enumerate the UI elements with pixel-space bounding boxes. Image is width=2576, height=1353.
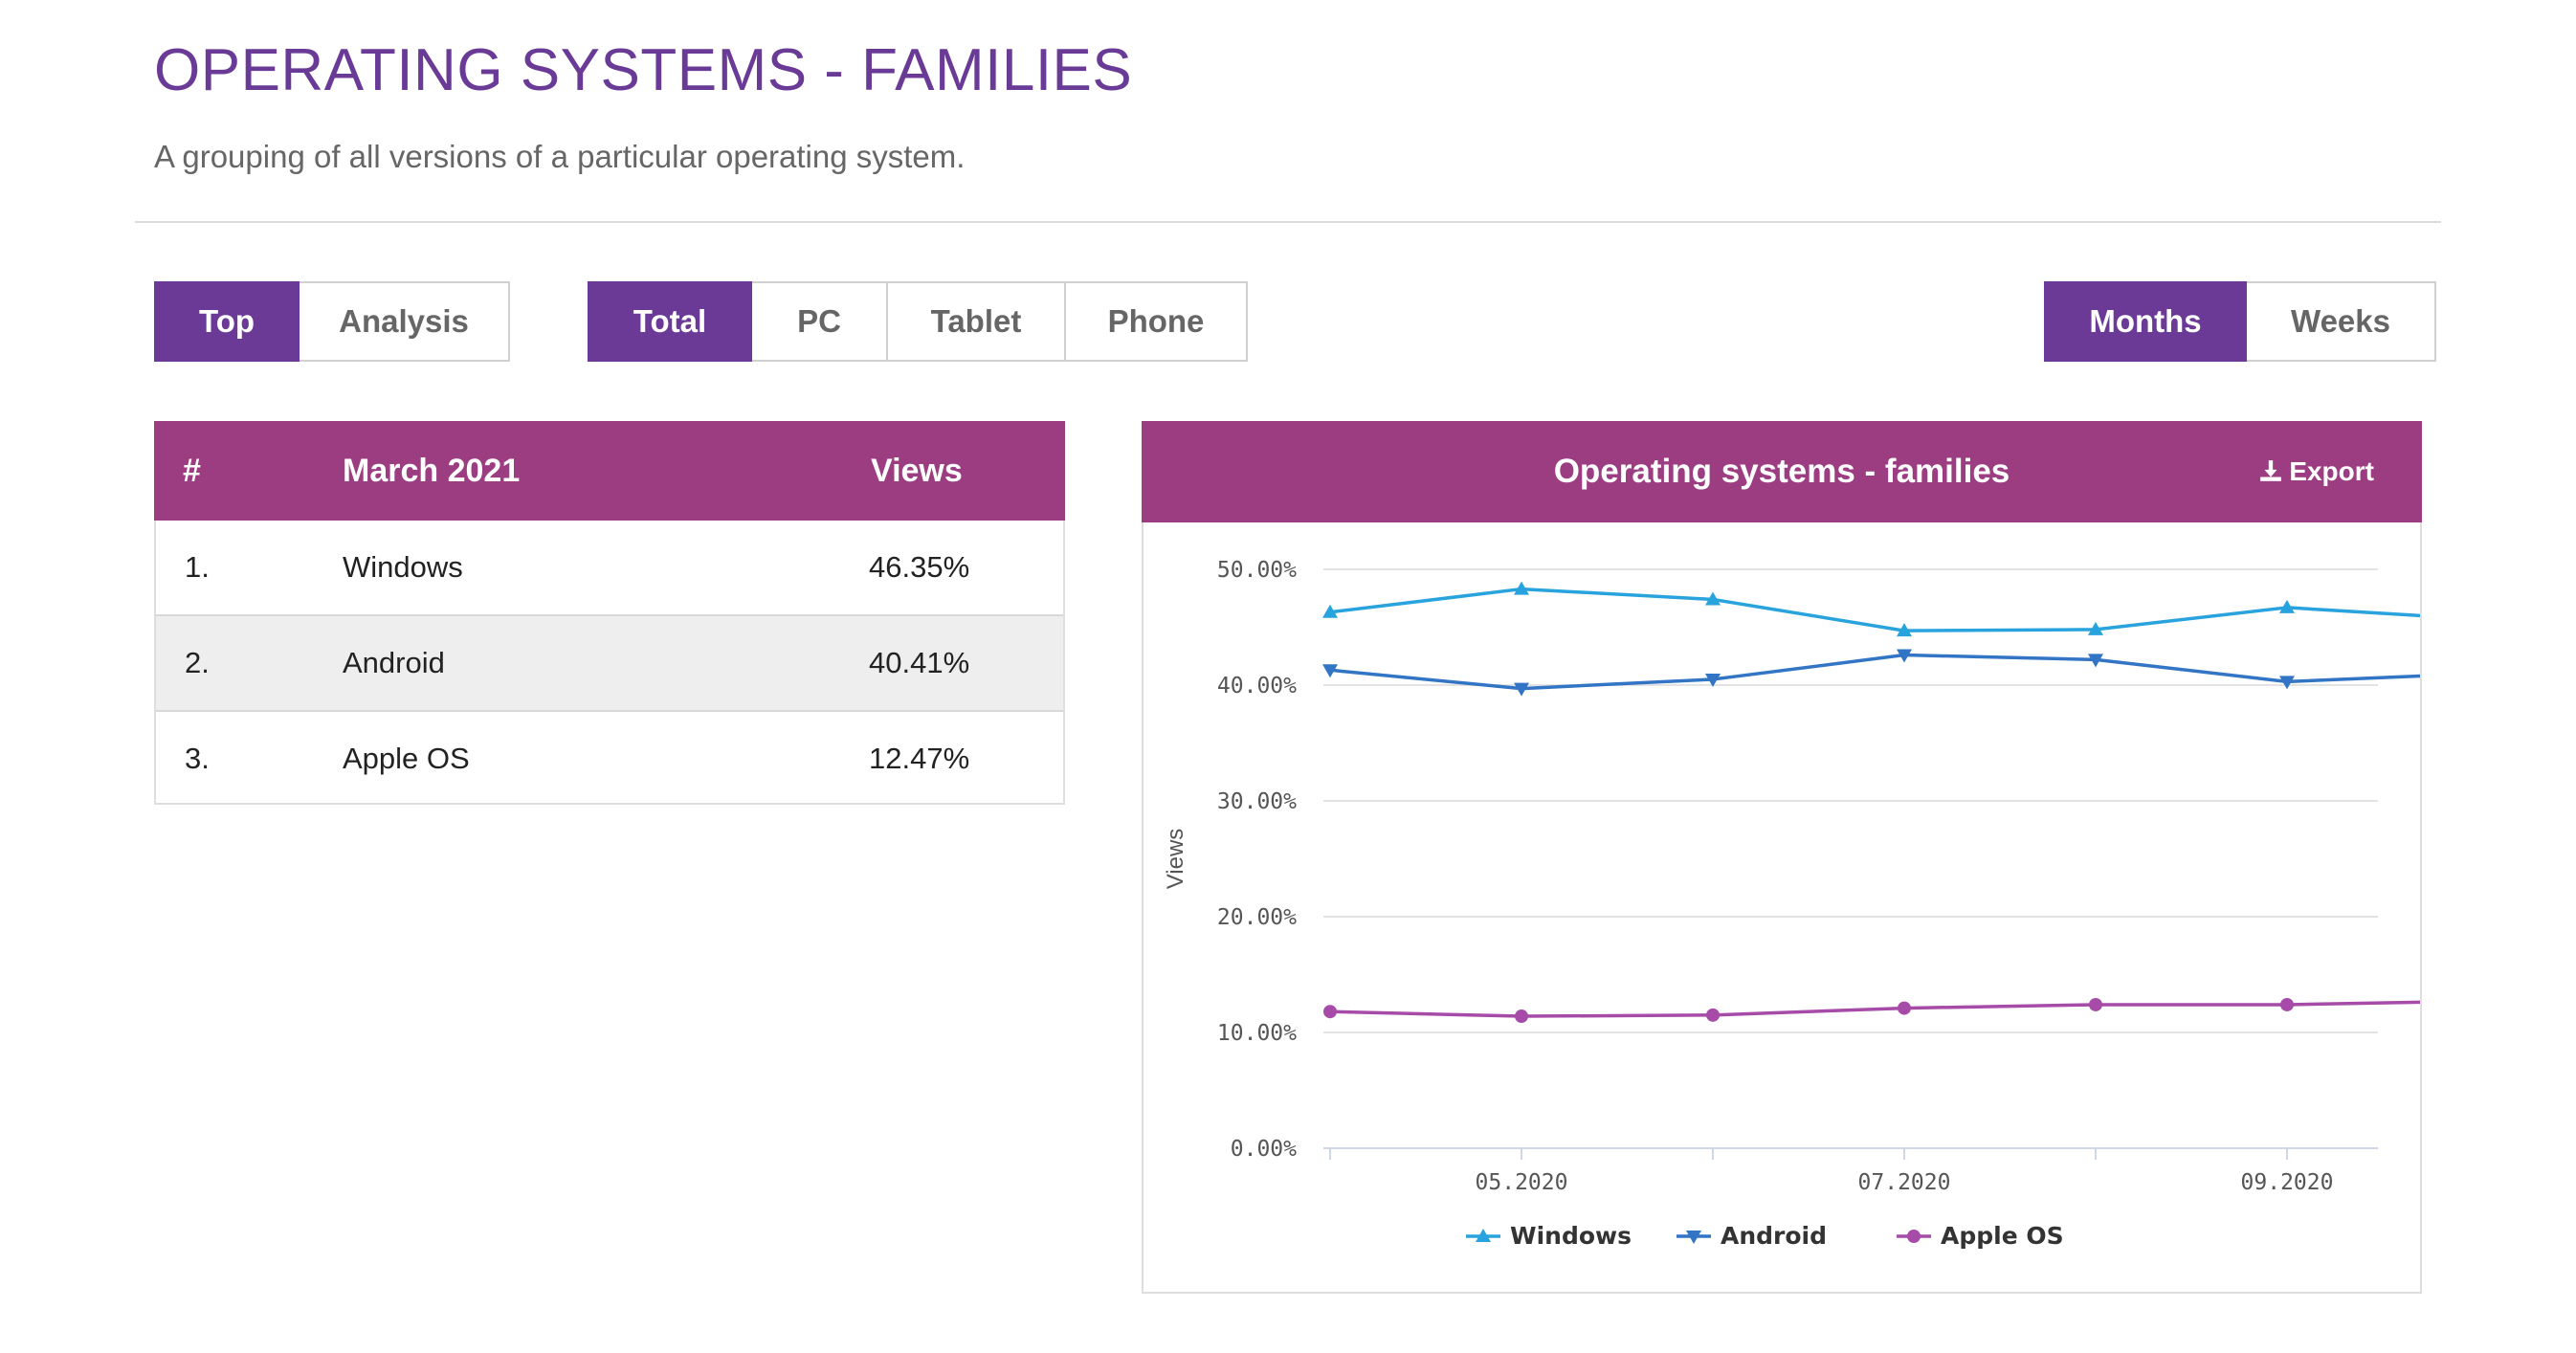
row-views: 46.35% bbox=[869, 550, 970, 584]
data-point-apple-os bbox=[1898, 1001, 1911, 1015]
series-line-windows bbox=[1329, 587, 2420, 632]
x-tick-label: 07.2020 bbox=[1858, 1170, 1951, 1195]
period-toggle: Months Weeks bbox=[2044, 281, 2436, 362]
row-rank: 3. bbox=[185, 742, 210, 775]
y-tick-label: 10.00% bbox=[1217, 1021, 1297, 1046]
data-point-windows bbox=[2279, 599, 2295, 613]
legend-marker-android bbox=[1686, 1231, 1701, 1244]
table-header: # March 2021 Views bbox=[154, 421, 1065, 521]
data-point-windows bbox=[1705, 591, 1721, 606]
data-point-windows bbox=[1514, 581, 1529, 595]
table-row[interactable]: 1. Windows 46.35% bbox=[156, 521, 1063, 616]
data-point-apple-os bbox=[1323, 1005, 1337, 1019]
row-name: Windows bbox=[343, 550, 463, 584]
chart-header: Operating systems - families Export bbox=[1142, 421, 2422, 522]
y-axis-label: Views bbox=[1163, 829, 1188, 890]
export-button[interactable]: Export bbox=[2258, 421, 2374, 522]
row-views: 12.47% bbox=[869, 742, 970, 775]
y-tick-label: 0.00% bbox=[1231, 1137, 1297, 1162]
column-header-views[interactable]: Views bbox=[871, 453, 963, 489]
row-rank: 2. bbox=[185, 646, 210, 679]
row-name: Apple OS bbox=[343, 742, 470, 775]
download-icon bbox=[2260, 460, 2282, 481]
data-point-apple-os bbox=[1706, 1008, 1720, 1022]
data-point-android bbox=[2088, 654, 2103, 668]
device-toggle: Total PC Tablet Phone bbox=[588, 281, 1248, 362]
toggle-phone-button[interactable]: Phone bbox=[1066, 281, 1248, 362]
y-tick-label: 40.00% bbox=[1217, 674, 1297, 699]
toggle-weeks-button[interactable]: Weeks bbox=[2247, 281, 2436, 362]
series-line-apple-os bbox=[1329, 1000, 2420, 1018]
ranking-table: # March 2021 Views 1. Windows 46.35% 2. … bbox=[154, 421, 1065, 805]
row-name: Android bbox=[343, 646, 445, 679]
data-point-android bbox=[1705, 673, 1721, 687]
data-point-apple-os bbox=[1515, 1009, 1528, 1024]
page-title: OPERATING SYSTEMS - FAMILIES bbox=[154, 37, 1133, 103]
legend-marker-apple-os bbox=[1907, 1230, 1921, 1243]
export-label: Export bbox=[2289, 456, 2374, 486]
toggle-total-button[interactable]: Total bbox=[588, 281, 752, 362]
row-rank: 1. bbox=[185, 550, 210, 584]
data-point-windows bbox=[1322, 604, 1338, 618]
legend-marker-windows bbox=[1476, 1229, 1491, 1242]
row-views: 40.41% bbox=[869, 646, 970, 679]
y-tick-label: 20.00% bbox=[1217, 905, 1297, 930]
page-subtitle: A grouping of all versions of a particul… bbox=[154, 139, 966, 174]
toggle-tablet-button[interactable]: Tablet bbox=[888, 281, 1066, 362]
legend-label-windows: Windows bbox=[1510, 1222, 1632, 1250]
series-line-android bbox=[1329, 653, 2420, 691]
data-point-apple-os bbox=[2280, 997, 2294, 1011]
table-row[interactable]: 2. Android 40.41% bbox=[156, 616, 1063, 712]
table-row[interactable]: 3. Apple OS 12.47% bbox=[156, 712, 1063, 806]
x-tick-label: 09.2020 bbox=[2241, 1170, 2334, 1195]
data-point-windows bbox=[1897, 623, 1912, 637]
data-point-android bbox=[1514, 682, 1529, 697]
view-toggle: Top Analysis bbox=[154, 281, 510, 362]
column-header-month[interactable]: March 2021 bbox=[343, 453, 521, 489]
y-tick-label: 30.00% bbox=[1217, 789, 1297, 814]
header-divider bbox=[135, 221, 2441, 223]
toggle-months-button[interactable]: Months bbox=[2044, 281, 2247, 362]
y-tick-label: 50.00% bbox=[1217, 558, 1297, 583]
toggle-analysis-button[interactable]: Analysis bbox=[300, 281, 510, 362]
data-point-windows bbox=[2088, 621, 2103, 635]
x-tick-label: 05.2020 bbox=[1476, 1170, 1568, 1195]
data-point-android bbox=[1322, 664, 1338, 678]
toggle-top-button[interactable]: Top bbox=[154, 281, 300, 362]
toggle-pc-button[interactable]: PC bbox=[752, 281, 888, 362]
data-point-android bbox=[2279, 676, 2295, 690]
column-header-rank[interactable]: # bbox=[183, 453, 201, 489]
line-chart: 0.00% 10.00% 20.00% 30.00% 40.00% 50.00% 05.20… bbox=[1163, 558, 2420, 1250]
legend-label-android: Android bbox=[1721, 1222, 1827, 1250]
data-point-android bbox=[1897, 649, 1912, 663]
data-point-apple-os bbox=[2089, 997, 2102, 1011]
legend-label-apple-os: Apple OS bbox=[1941, 1222, 2064, 1250]
chart-title: Operating systems - families bbox=[1553, 453, 2010, 490]
